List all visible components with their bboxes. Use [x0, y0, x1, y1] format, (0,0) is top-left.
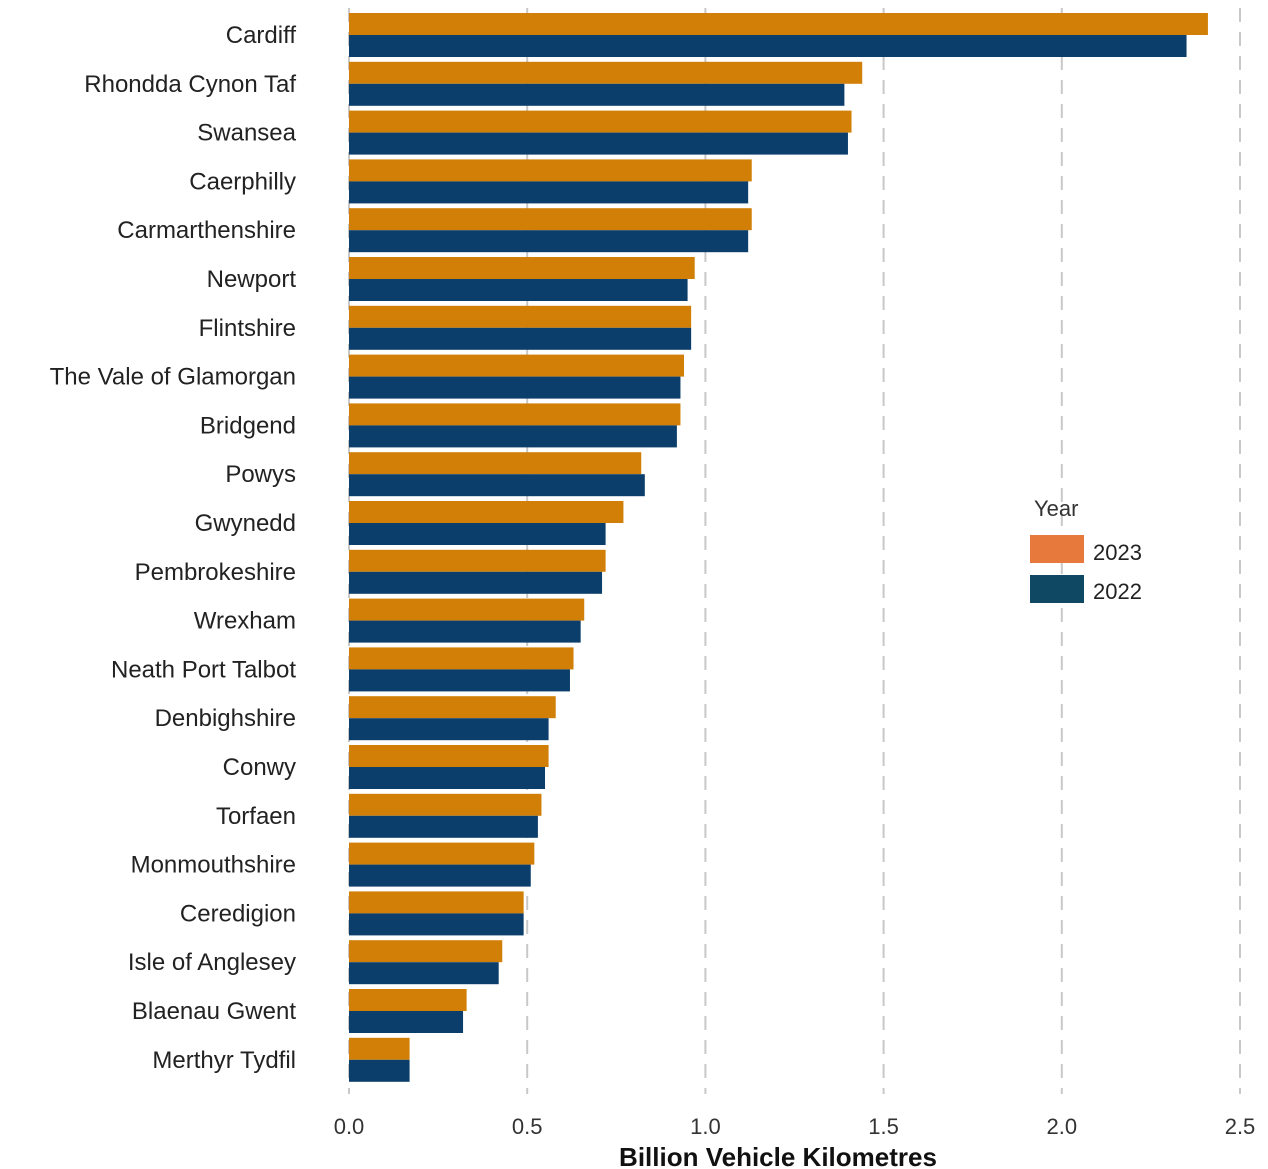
category-label: Flintshire: [199, 315, 296, 342]
category-label: Powys: [225, 461, 296, 488]
bar-2023: [349, 647, 574, 670]
bar-2023: [349, 842, 535, 865]
category-label: Monmouthshire: [131, 852, 296, 879]
bar-2022: [349, 523, 606, 545]
category-label: Carmarthenshire: [117, 217, 296, 244]
bar-2022: [349, 913, 524, 936]
bar-2022: [349, 327, 692, 350]
category-label: Gwynedd: [195, 510, 296, 537]
bar-2022: [349, 474, 645, 497]
bar-2022: [349, 571, 603, 594]
legend: Year 2023 2022: [1030, 496, 1142, 604]
bar-2023: [349, 61, 863, 84]
category-labels: Cardiff Rhondda Cynon Taf Swansea Caerphill…: [50, 22, 297, 1074]
bar-2022: [349, 718, 549, 741]
legend-label-2022: 2022: [1093, 579, 1142, 604]
bar-2023: [349, 549, 606, 572]
category-label: Bridgend: [200, 412, 296, 439]
bar-2023: [349, 159, 752, 182]
category-label: Swansea: [197, 120, 296, 147]
category-label: Denbighshire: [155, 705, 296, 732]
bar-2023: [349, 696, 556, 719]
bar-2022: [349, 181, 749, 204]
legend-title: Year: [1034, 496, 1078, 521]
bar-2022: [349, 35, 1187, 57]
bar-2023: [349, 452, 642, 475]
bar-2023: [349, 13, 1208, 35]
bar-2022: [349, 83, 845, 106]
bar-2023: [349, 940, 503, 963]
bar-2022: [349, 962, 499, 985]
x-tick-label: 0.0: [334, 1114, 365, 1139]
bar-2023: [349, 305, 692, 328]
category-label: Ceredigion: [180, 900, 296, 927]
bar-2022: [349, 669, 570, 692]
bar-2023: [349, 110, 852, 133]
bar-2022: [349, 1059, 410, 1082]
bar-2022: [349, 1011, 464, 1033]
bar-2022: [349, 815, 538, 838]
category-label: Pembrokeshire: [135, 559, 296, 586]
category-label: Torfaen: [216, 803, 296, 830]
legend-swatch-2023: [1030, 535, 1084, 563]
bar-2022: [349, 425, 677, 448]
bar-2022: [349, 376, 681, 399]
bars: [349, 13, 1208, 1082]
x-tick-label: 1.5: [868, 1114, 899, 1139]
bar-2023: [349, 793, 542, 816]
bar-2022: [349, 767, 546, 789]
bar-2023: [349, 354, 685, 377]
bar-2022: [349, 230, 749, 253]
category-label: Wrexham: [194, 608, 296, 635]
x-axis-ticks: 0.0 0.5 1.0 1.5 2.0 2.5: [334, 1114, 1256, 1139]
bar-2023: [349, 1037, 410, 1060]
bar-2023: [349, 891, 524, 914]
category-label: Merthyr Tydfil: [152, 1047, 296, 1074]
category-label: Conwy: [223, 754, 296, 781]
bar-2023: [349, 745, 549, 767]
category-label: Newport: [207, 266, 297, 293]
bar-2023: [349, 257, 695, 279]
x-axis-title: Billion Vehicle Kilometres: [619, 1142, 937, 1169]
category-label: Caerphilly: [189, 168, 296, 195]
category-label: Blaenau Gwent: [132, 998, 296, 1025]
bar-2023: [349, 989, 467, 1011]
bar-2023: [349, 501, 624, 523]
category-label: Rhondda Cynon Taf: [84, 71, 296, 98]
x-tick-label: 2.5: [1225, 1114, 1256, 1139]
bar-2022: [349, 620, 581, 643]
bar-2023: [349, 208, 752, 231]
legend-label-2023: 2023: [1093, 540, 1142, 565]
bar-2023: [349, 403, 681, 426]
bar-2022: [349, 132, 848, 155]
bar-2022: [349, 279, 688, 301]
category-label: The Vale of Glamorgan: [50, 364, 296, 391]
legend-swatch-2022: [1030, 575, 1084, 603]
x-tick-label: 1.0: [690, 1114, 721, 1139]
x-tick-label: 2.0: [1047, 1114, 1078, 1139]
bar-2022: [349, 864, 531, 887]
category-label: Cardiff: [226, 22, 297, 49]
category-label: Neath Port Talbot: [111, 656, 296, 683]
category-label: Isle of Anglesey: [128, 949, 296, 976]
bar-2023: [349, 598, 585, 621]
x-tick-label: 0.5: [512, 1114, 543, 1139]
